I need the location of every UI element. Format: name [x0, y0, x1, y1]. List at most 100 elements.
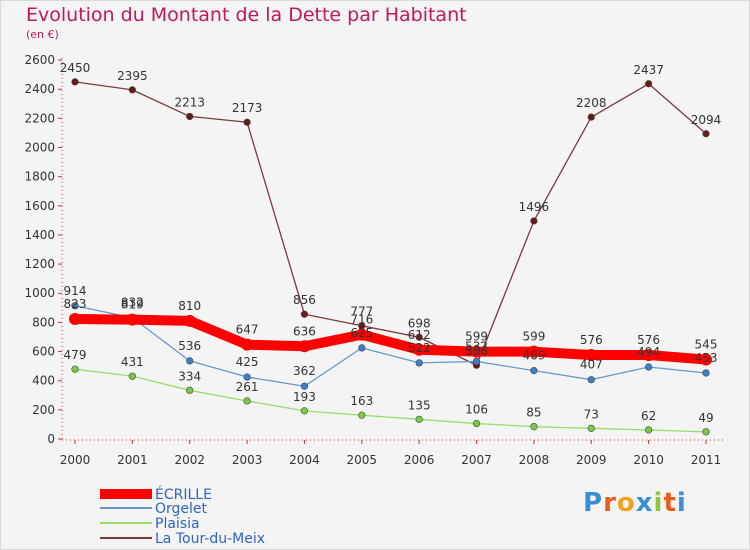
y-tick-label: 2200: [24, 111, 55, 125]
data-point: [300, 382, 309, 390]
data-point: [470, 345, 483, 358]
data-point: [126, 313, 139, 326]
data-label: 407: [580, 358, 603, 372]
data-label: 625: [350, 326, 373, 340]
x-tick-label: 2001: [117, 453, 148, 467]
data-label: 647: [236, 323, 259, 337]
data-point: [355, 328, 368, 341]
data-point: [527, 345, 540, 358]
data-point: [300, 407, 309, 415]
data-label: 62: [641, 409, 656, 423]
y-tick-label: 2000: [24, 140, 55, 154]
plot-area: [69, 78, 712, 436]
data-label: 49: [698, 411, 713, 425]
y-tick-label: 1200: [24, 257, 55, 271]
x-tick-label: 2002: [174, 453, 205, 467]
data-point: [415, 415, 423, 423]
data-point: [186, 112, 194, 121]
data-labels: 823 819 810 647 636 716 612 599 599 576 576 545 914 8…: [60, 61, 722, 425]
logo-letter: r: [603, 488, 617, 518]
data-point: [645, 363, 653, 371]
data-label: 522: [408, 341, 431, 355]
y-tick-label: 600: [32, 345, 55, 359]
chart-subtitle: (en €): [26, 28, 59, 41]
data-label: 612: [408, 328, 431, 342]
x-tick-label: 2009: [576, 453, 607, 467]
data-point: [530, 423, 538, 431]
data-label: 362: [293, 364, 316, 378]
legend-label: Orgelet: [155, 501, 208, 517]
data-label: 716: [350, 313, 373, 327]
data-label: 2395: [117, 69, 148, 83]
y-tick-label: 2400: [24, 82, 55, 96]
data-label: 599: [465, 330, 488, 344]
data-point: [585, 349, 598, 362]
data-point: [415, 333, 423, 341]
data-point: [186, 386, 194, 394]
data-point: [645, 426, 653, 434]
data-point: [358, 411, 366, 419]
x-tick-label: 2010: [633, 453, 664, 467]
data-point: [587, 113, 595, 121]
data-label: 431: [121, 355, 144, 369]
data-label: 1496: [519, 200, 550, 214]
data-label: 576: [637, 333, 660, 347]
data-point: [702, 369, 710, 377]
data-label: 823: [64, 297, 87, 311]
data-point: [587, 376, 595, 384]
data-label: 479: [64, 348, 87, 362]
data-point: [243, 118, 251, 126]
data-point: [645, 80, 653, 88]
x-tick-label: 2000: [60, 453, 91, 467]
data-label: 914: [64, 284, 87, 298]
data-point: [300, 310, 309, 318]
data-point: [128, 372, 136, 380]
x-tick-label: 2008: [519, 453, 550, 467]
data-label: 2094: [691, 113, 722, 127]
data-point: [530, 217, 538, 225]
data-label: 453: [695, 351, 718, 365]
data-label: 832: [121, 296, 144, 310]
x-tick-label: 2004: [289, 453, 320, 467]
legend-label: Plaisia: [155, 516, 200, 532]
data-label: 334: [178, 369, 201, 383]
data-label: 506: [465, 344, 488, 358]
data-point: [530, 367, 538, 375]
legend-label: ÉCRILLE: [155, 486, 212, 503]
data-point: [69, 313, 81, 326]
data-label: 536: [178, 339, 201, 353]
data-label: 636: [293, 324, 316, 338]
data-label: 819: [121, 298, 144, 312]
proxiti-logo: Proxiti: [583, 488, 687, 518]
chart-title: Evolution du Montant de la Dette par Hab…: [26, 4, 467, 26]
x-tick-label: 2006: [404, 453, 435, 467]
x-tick-label: 2005: [347, 453, 378, 467]
data-label: 85: [526, 406, 541, 420]
legend-swatch: [100, 489, 152, 499]
data-label: 2450: [60, 61, 91, 75]
data-label: 599: [522, 330, 545, 344]
data-label: 163: [350, 394, 373, 408]
data-point: [587, 424, 595, 432]
data-label: 2213: [174, 95, 205, 109]
y-tick-label: 1800: [24, 170, 55, 184]
data-point: [241, 338, 254, 351]
data-label: 810: [178, 299, 201, 313]
y-tick-label: 400: [32, 374, 55, 388]
data-label: 193: [293, 390, 316, 404]
y-tick-label: 1600: [24, 199, 55, 213]
axes: 0 200 400 600 800 1000 1200 1400 1600 1800 2000 220…: [24, 53, 725, 467]
data-point: [71, 302, 79, 310]
data-point: [700, 353, 712, 366]
y-tick-label: 1400: [24, 228, 55, 242]
logo-letter: x: [635, 488, 654, 518]
logo-letter: P: [583, 488, 604, 518]
y-tick-label: 2600: [24, 53, 55, 67]
data-label: 135: [408, 398, 431, 412]
data-point: [702, 428, 710, 436]
data-label: 2208: [576, 96, 607, 110]
data-point: [642, 349, 655, 362]
data-point: [71, 78, 79, 86]
data-point: [358, 344, 366, 352]
